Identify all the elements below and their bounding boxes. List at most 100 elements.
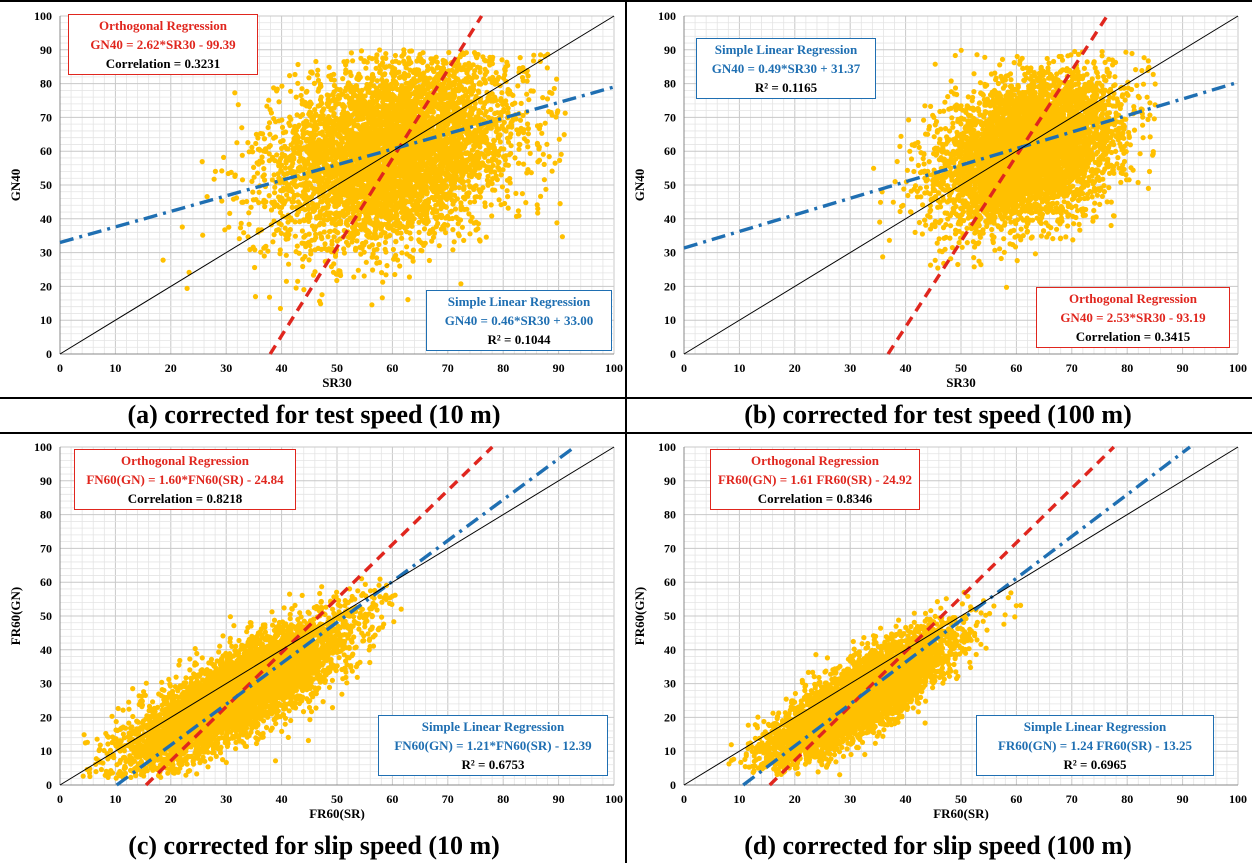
data-point-a — [277, 251, 283, 257]
data-point-a — [382, 230, 388, 236]
data-point-a — [361, 273, 367, 279]
data-point-a — [418, 247, 424, 253]
data-point-a — [327, 228, 333, 234]
data-point-a — [326, 113, 332, 120]
data-point-a — [314, 151, 320, 157]
data-point-a — [443, 119, 449, 125]
data-point-a — [219, 168, 225, 174]
data-point-a — [453, 176, 459, 183]
data-point-a — [504, 59, 510, 65]
data-point-a — [481, 162, 487, 168]
data-point-a — [347, 97, 353, 103]
data-point-a — [315, 77, 321, 83]
data-point-a — [475, 226, 481, 232]
data-point-a — [482, 200, 488, 206]
data-point-a — [466, 60, 472, 66]
data-point-a — [367, 167, 373, 173]
data-point-a — [485, 158, 491, 164]
data-point-a — [381, 113, 387, 120]
data-point-a — [376, 241, 382, 248]
data-point-a — [179, 224, 185, 230]
data-point-a — [538, 193, 544, 199]
data-point-a — [374, 212, 380, 218]
data-point-a — [541, 161, 547, 167]
data-point-a — [255, 161, 262, 167]
data-point-a — [476, 237, 483, 243]
data-point-a — [365, 204, 371, 210]
data-point-a — [258, 249, 264, 255]
data-point-a — [289, 204, 295, 210]
data-point-a — [249, 178, 255, 184]
data-point-a — [351, 99, 357, 105]
data-point-a — [371, 200, 377, 206]
data-point-a — [544, 96, 551, 102]
data-point-a — [544, 141, 550, 147]
data-point-a — [184, 285, 190, 291]
data-point-a — [369, 94, 375, 101]
data-point-a — [331, 217, 337, 223]
data-point-a — [326, 93, 332, 99]
data-point-a — [316, 186, 322, 192]
data-point-a — [285, 219, 291, 225]
data-point-a — [394, 205, 400, 211]
data-point-a — [489, 150, 495, 156]
data-point-a — [348, 103, 354, 109]
data-point-a — [558, 151, 564, 157]
data-point-a — [366, 244, 372, 250]
data-point-a — [528, 170, 534, 176]
data-point-a — [516, 141, 522, 147]
data-point-a — [367, 117, 373, 123]
data-point-a — [343, 189, 349, 195]
data-point-a — [468, 115, 474, 121]
data-point-a — [330, 195, 336, 201]
data-point-a — [294, 192, 301, 198]
data-point-a — [255, 146, 261, 152]
data-point-a — [266, 158, 272, 164]
data-point-a — [388, 81, 394, 87]
data-point-a — [249, 144, 255, 150]
data-point-a — [523, 200, 529, 206]
data-point-a — [311, 178, 318, 184]
data-point-a — [562, 110, 568, 116]
data-point-a — [363, 65, 369, 71]
data-point-a — [293, 285, 299, 291]
data-point-a — [422, 114, 428, 120]
data-point-a — [341, 246, 347, 252]
data-point-a — [278, 222, 284, 228]
data-point-a — [295, 61, 301, 68]
data-point-a — [262, 177, 268, 183]
data-point-a — [357, 244, 363, 250]
data-point-a — [460, 172, 466, 178]
data-point-a — [336, 95, 342, 101]
data-point-a — [402, 181, 408, 187]
data-point-a — [465, 178, 471, 184]
data-point-a — [449, 197, 455, 203]
data-point-a — [495, 164, 501, 170]
data-point-a — [430, 187, 436, 193]
data-point-a — [319, 236, 325, 242]
data-point-a — [222, 227, 228, 233]
data-point-a — [306, 257, 312, 263]
data-point-a — [470, 185, 476, 191]
data-point-a — [389, 64, 395, 71]
data-point-a — [450, 201, 456, 207]
data-point-a — [322, 124, 328, 130]
data-point-a — [469, 214, 475, 220]
data-point-a — [517, 55, 523, 61]
data-point-a — [456, 113, 462, 119]
data-point-a — [322, 117, 328, 123]
data-point-a — [298, 155, 304, 161]
data-point-a — [377, 83, 383, 89]
data-point-a — [313, 122, 319, 128]
data-point-a — [473, 155, 479, 161]
data-point-a — [349, 164, 355, 170]
data-point-a — [294, 112, 300, 118]
data-point-a — [512, 155, 518, 161]
data-point-a — [300, 127, 306, 134]
data-point-a — [471, 143, 477, 149]
data-point-a — [457, 65, 463, 72]
data-point-a — [225, 170, 231, 177]
data-point-a — [489, 156, 496, 162]
data-point-a — [267, 131, 273, 137]
data-point-a — [279, 117, 285, 123]
